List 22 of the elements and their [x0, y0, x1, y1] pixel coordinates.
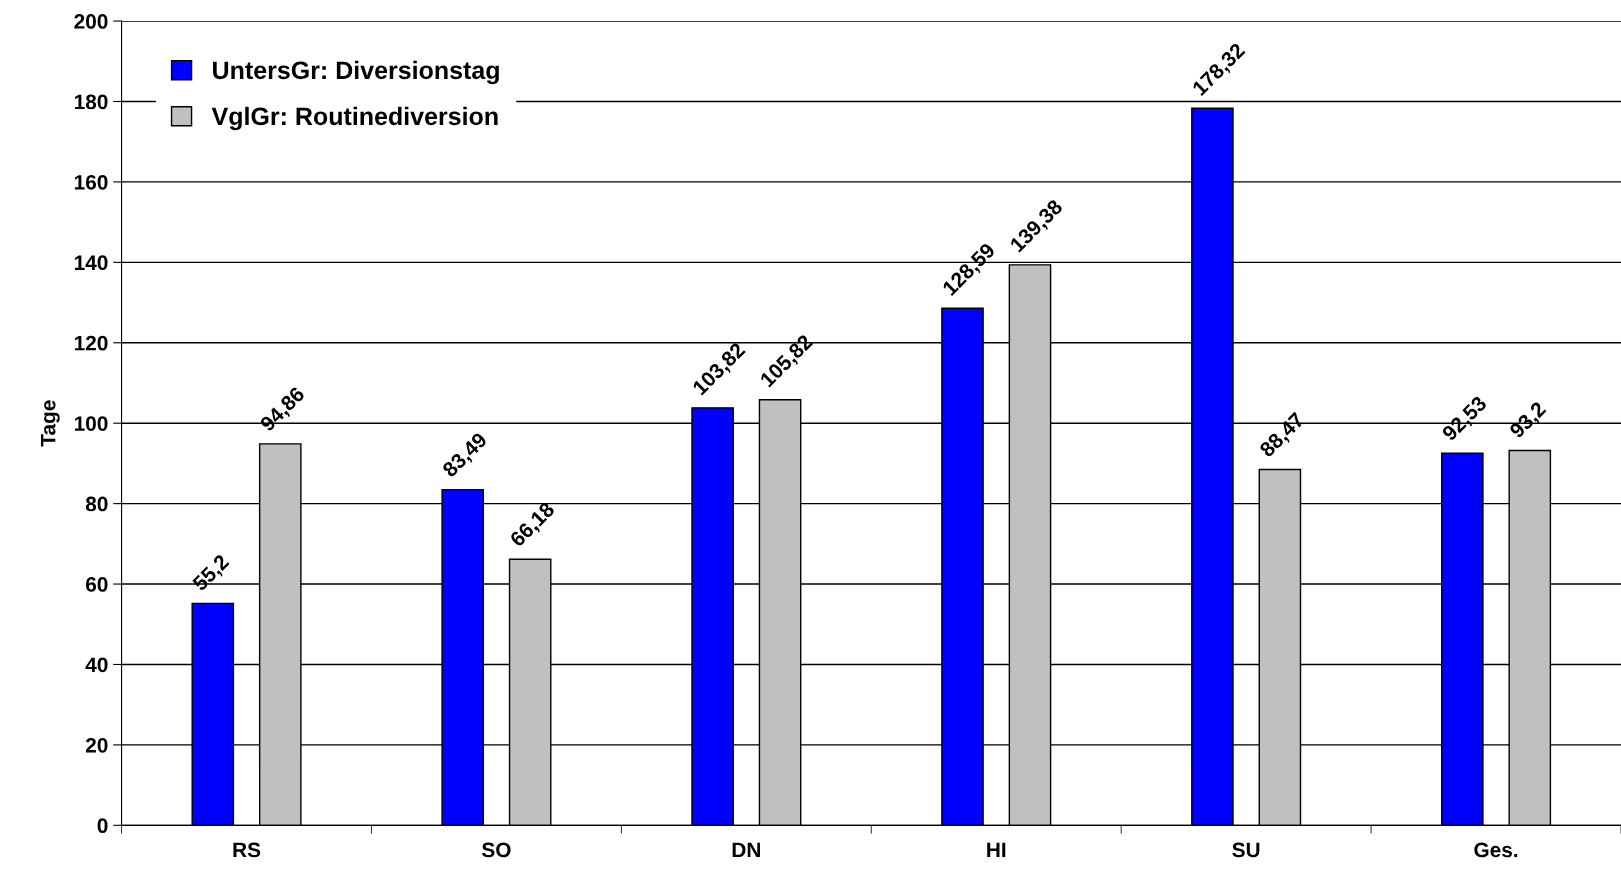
- x-tick-label: Ges.: [1474, 842, 1518, 858]
- y-tick-label: 160: [74, 174, 108, 190]
- x-tick-label: RS: [233, 842, 261, 858]
- y-tick-label: 180: [74, 94, 108, 110]
- y-tick-label: 0: [97, 818, 108, 834]
- data-label: 93,2: [1508, 400, 1549, 441]
- y-tick-label: 40: [85, 657, 108, 673]
- y-tick-label: 120: [74, 335, 108, 351]
- x-tick-label: SO: [481, 842, 511, 858]
- legend-label: VglGr: Routinediversion: [211, 106, 498, 131]
- legend-label: UntersGr: Diversionstag: [213, 60, 499, 85]
- x-tick-label: DN: [732, 842, 760, 858]
- y-tick-label: 20: [85, 737, 108, 753]
- y-tick-label: 200: [74, 14, 108, 29]
- x-tick-label: HI: [987, 842, 1006, 858]
- x-tick-label: SU: [1232, 842, 1260, 858]
- y-tick-label: 100: [74, 416, 108, 431]
- y-tick-label: 140: [74, 255, 108, 271]
- y-tick-label: 80: [85, 496, 108, 512]
- y-tick-label: 60: [85, 577, 108, 592]
- data-label: 55,2: [191, 553, 232, 594]
- y-axis-title: Tage: [40, 400, 60, 447]
